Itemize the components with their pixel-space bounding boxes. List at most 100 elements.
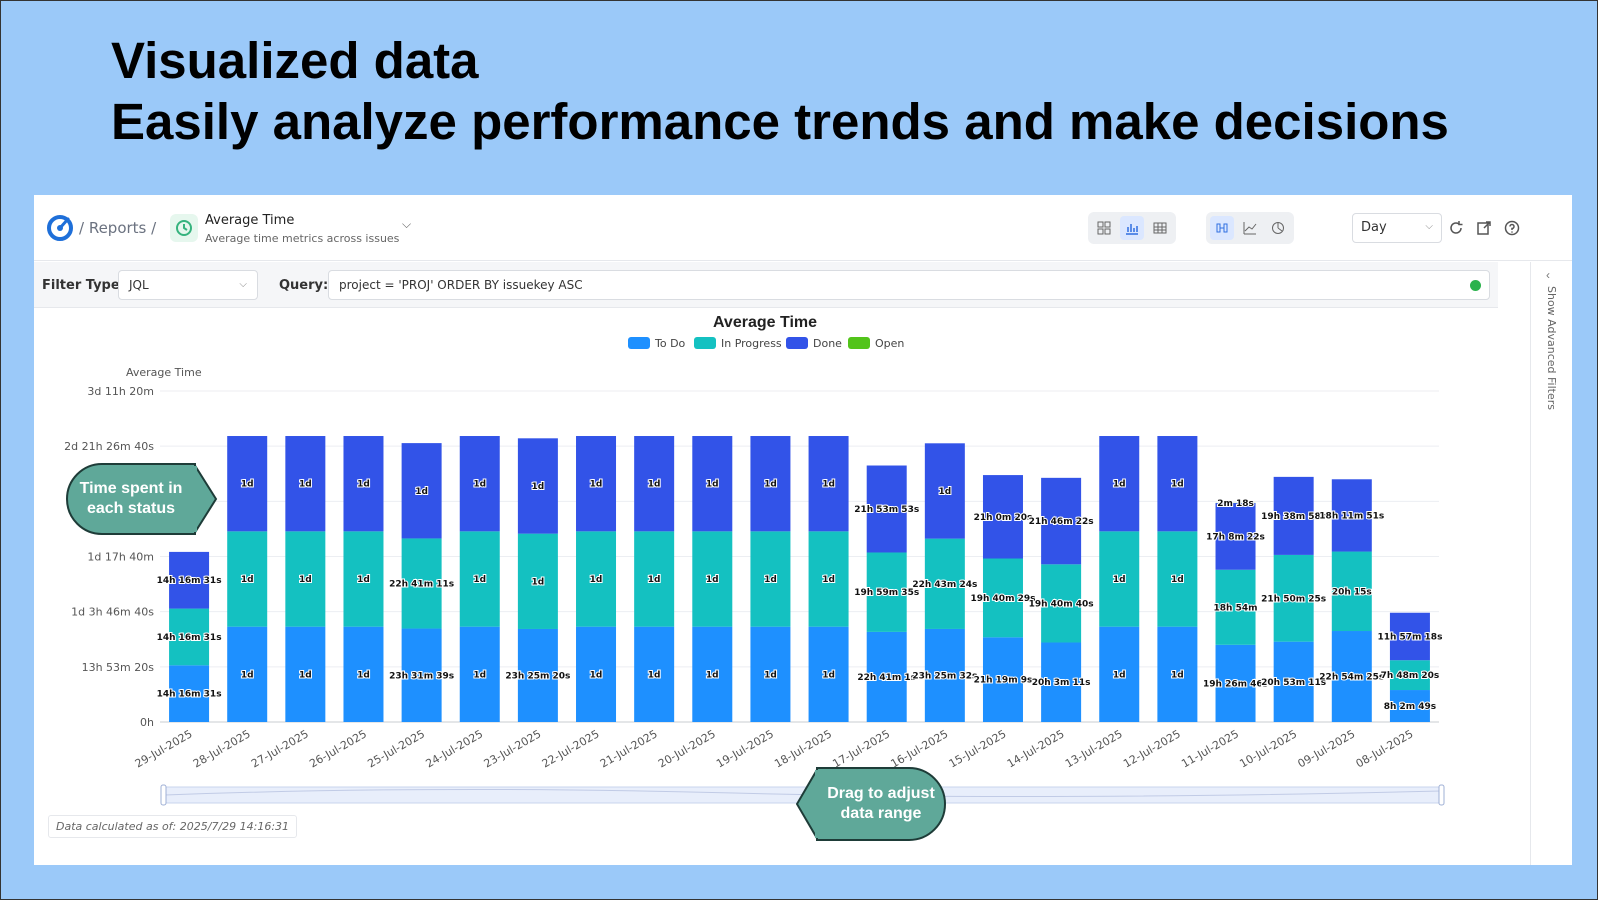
bar-0-3 xyxy=(343,626,384,722)
y-tick-label-2: 1d 3h 46m 40s xyxy=(71,606,154,619)
x-tick-label-3: 26-Jul-2025 xyxy=(307,727,369,770)
bar-label-0-11: 1d xyxy=(822,670,835,680)
bar-2-13 xyxy=(924,443,965,539)
bar-label-1-18: 18h 54m xyxy=(1214,603,1258,613)
calculated-timestamp: Data calculated as of: 2025/7/29 14:16:3… xyxy=(48,815,298,838)
bar-label-0-17: 1d xyxy=(1171,670,1184,680)
bar-label-1-14: 19h 40m 29s xyxy=(970,594,1035,604)
chart-type-group xyxy=(1206,212,1294,244)
bar-2-9 xyxy=(692,436,733,532)
bar-label-2-18: 17h 8m 22s xyxy=(1206,532,1265,542)
bar-chart-icon[interactable] xyxy=(1210,216,1234,240)
bar-label-2-1: 1d xyxy=(241,480,254,490)
filter-type-select[interactable]: JQL ⌵ xyxy=(118,270,258,300)
bar-2-16 xyxy=(1099,436,1140,532)
bar-0-0 xyxy=(169,665,210,722)
bar-0-7 xyxy=(576,626,617,722)
x-tick-label-21: 08-Jul-2025 xyxy=(1354,727,1416,770)
bar-label-2-16: 1d xyxy=(1113,480,1126,490)
bar-2-11 xyxy=(808,436,849,532)
bar-label-2-9: 1d xyxy=(706,480,719,490)
bar-1-6 xyxy=(517,533,558,629)
range-slider-left-handle[interactable] xyxy=(160,784,167,806)
bar-label-0-10: 1d xyxy=(764,670,777,680)
layout-toggle-group xyxy=(1088,212,1176,244)
report-switch-chevron-down-icon[interactable]: ⌵ xyxy=(402,217,412,231)
bar-2-2 xyxy=(285,436,326,532)
callout-range-arrow xyxy=(796,767,818,841)
bar-1-7 xyxy=(576,531,617,627)
bar-1-20 xyxy=(1331,551,1372,632)
legend-swatch-0 xyxy=(628,337,650,349)
pie-chart-icon[interactable] xyxy=(1266,216,1290,240)
bar-1-15 xyxy=(1041,564,1082,643)
bar-label-0-12: 22h 41m 1s xyxy=(857,673,916,683)
bar-1-8 xyxy=(634,531,675,627)
bar-label-1-21: 7h 48m 20s xyxy=(1381,671,1440,681)
query-input[interactable]: project = 'PROJ' ORDER BY issuekey ASC xyxy=(328,270,1490,300)
breadcrumb[interactable]: / Reports / xyxy=(79,219,157,237)
export-icon[interactable] xyxy=(1475,219,1493,237)
bar-label-2-4: 1d xyxy=(415,487,428,497)
bar-1-18 xyxy=(1215,569,1256,645)
bar-label-1-2: 1d xyxy=(299,575,312,585)
bar-0-2 xyxy=(285,626,326,722)
bar-label-1-5: 1d xyxy=(473,575,486,585)
line-chart-icon[interactable] xyxy=(1238,216,1262,240)
bar-label-2-7: 1d xyxy=(590,480,603,490)
advanced-filters-panel[interactable]: ‹ Show Advanced Filters xyxy=(1530,262,1572,865)
x-tick-label-8: 21-Jul-2025 xyxy=(598,727,660,770)
bar-0-16 xyxy=(1099,626,1140,722)
table-view-icon[interactable] xyxy=(1148,216,1172,240)
bar-2-12 xyxy=(866,465,907,553)
bar-label-2-8: 1d xyxy=(648,480,661,490)
bar-label-1-10: 1d xyxy=(764,575,777,585)
bar-label-0-3: 1d xyxy=(357,670,370,680)
bar-1-11 xyxy=(808,531,849,627)
x-tick-label-7: 22-Jul-2025 xyxy=(540,727,602,770)
bar-label-2-14: 21h 0m 20s xyxy=(974,513,1033,523)
report-title: Average Time xyxy=(205,213,295,228)
x-tick-label-14: 15-Jul-2025 xyxy=(947,727,1009,770)
y-tick-label-6: 3d 11h 20m xyxy=(87,385,154,398)
bar-2-1 xyxy=(227,436,268,532)
bar-0-12 xyxy=(866,631,907,722)
bar-label-0-13: 23h 25m 32s xyxy=(912,671,977,681)
bar-0-10 xyxy=(750,626,791,722)
report-subtitle: Average time metrics across issues xyxy=(205,232,400,245)
query-value: project = 'PROJ' ORDER BY issuekey ASC xyxy=(339,278,583,292)
slide-headline: Visualized data Easily analyze performan… xyxy=(111,30,1449,152)
range-slider-right-handle[interactable] xyxy=(1438,784,1445,806)
bar-label-2-17: 1d xyxy=(1171,480,1184,490)
app-logo-icon[interactable] xyxy=(46,214,74,242)
bar-2-4 xyxy=(401,443,442,539)
bar-label-0-16: 1d xyxy=(1113,670,1126,680)
period-select[interactable]: Day ⌵ xyxy=(1352,213,1442,243)
bar-label-1-7: 1d xyxy=(590,575,603,585)
bar-1-3 xyxy=(343,531,384,627)
query-valid-icon xyxy=(1470,280,1481,291)
advanced-filters-label[interactable]: Show Advanced Filters xyxy=(1545,286,1558,410)
callout-range-text: Drag to adjust data range xyxy=(827,785,935,822)
bar-label-0-1: 1d xyxy=(241,670,254,680)
chevron-left-icon[interactable]: ‹ xyxy=(1546,268,1550,282)
grid-view-icon[interactable] xyxy=(1092,216,1116,240)
refresh-icon[interactable] xyxy=(1447,219,1465,237)
range-slider-preview xyxy=(164,788,1442,798)
bar-2-15 xyxy=(1041,477,1082,565)
x-tick-label-9: 20-Jul-2025 xyxy=(656,727,718,770)
legend-swatch-1 xyxy=(694,337,716,349)
bar-0-6 xyxy=(517,628,558,722)
bar-label-1-11: 1d xyxy=(822,575,835,585)
bar-label-0-15: 20h 3m 11s xyxy=(1032,678,1091,688)
bar-0-8 xyxy=(634,626,675,722)
bar-0-9 xyxy=(692,626,733,722)
bar-0-19 xyxy=(1273,641,1314,722)
bar-0-14 xyxy=(982,637,1023,722)
legend-swatch-3 xyxy=(848,337,870,349)
chart-view-icon[interactable] xyxy=(1120,216,1144,240)
bar-label-1-20: 20h 15s xyxy=(1332,587,1372,597)
bar-2-18 xyxy=(1215,503,1256,570)
help-icon[interactable] xyxy=(1503,219,1521,237)
bar-1-10 xyxy=(750,531,791,627)
